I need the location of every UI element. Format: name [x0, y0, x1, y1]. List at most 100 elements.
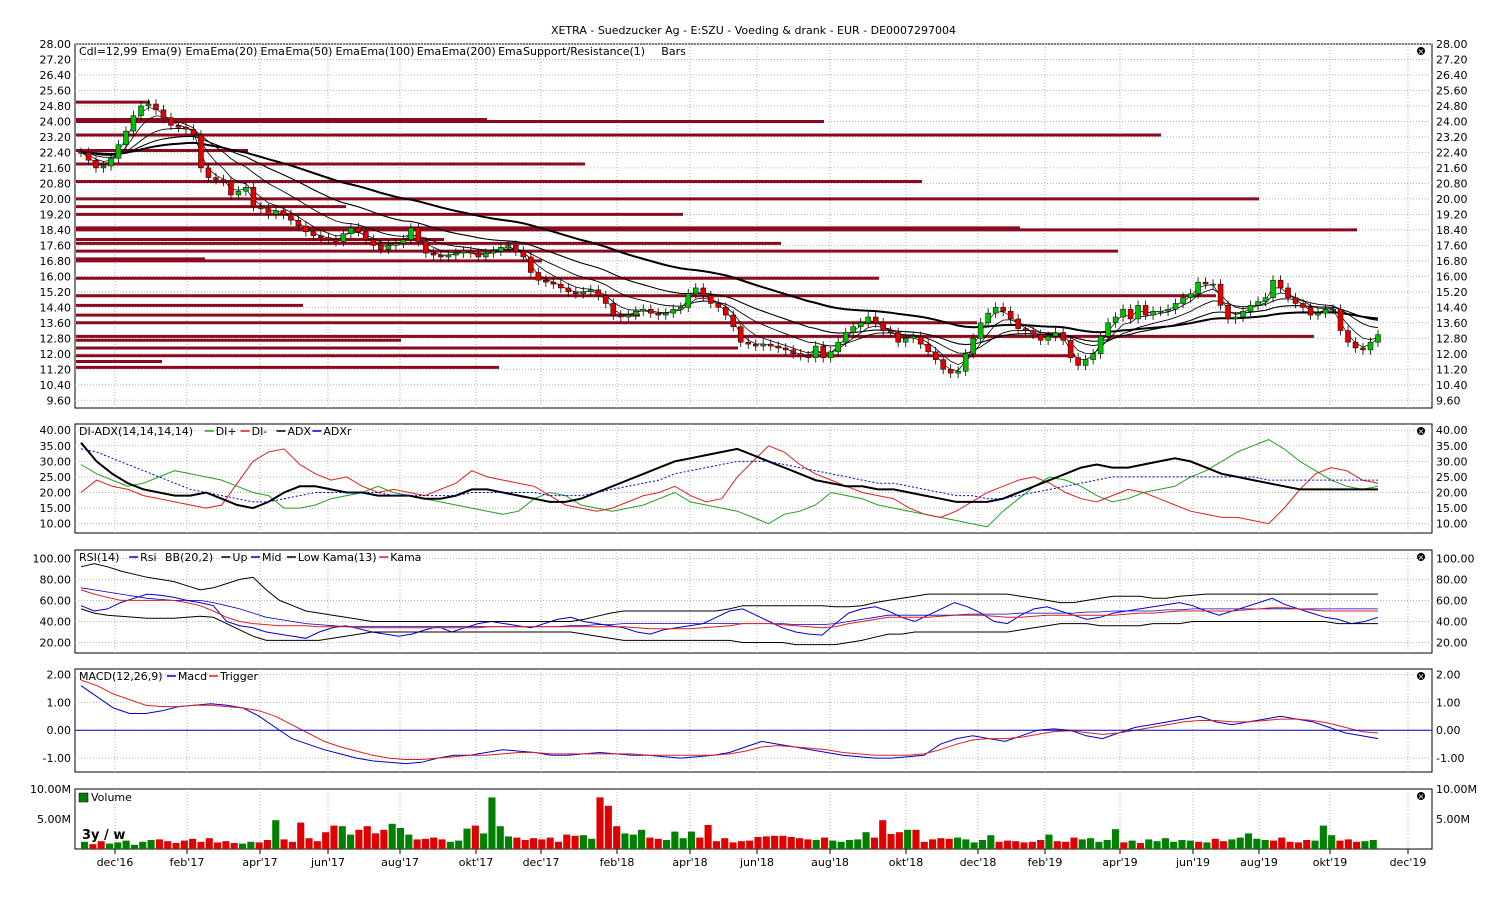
volume-bar: [388, 823, 396, 849]
candle: [752, 343, 759, 347]
series-di-: [80, 439, 1379, 528]
panel-frame: [74, 668, 1433, 773]
volume-bar: [1278, 837, 1286, 849]
panel-price: × 28.00 28.00 27.20 27.20 26.40 26.40 25.60 25.6…: [40, 38, 1468, 409]
candle: [842, 332, 849, 343]
y-tick-label-right: 100.00: [1436, 552, 1475, 565]
volume-bar: [712, 841, 720, 849]
volume-bar: [130, 844, 138, 849]
volume-bar: [405, 834, 413, 849]
y-tick-label-right: 14.40: [1436, 301, 1468, 314]
candle: [618, 314, 624, 318]
volume-bar: [1170, 841, 1178, 849]
volume-bar: [671, 831, 679, 849]
y-tick-label-right: 10.00M: [1436, 783, 1477, 796]
candle: [648, 309, 654, 314]
volume-bar: [338, 826, 346, 849]
candle: [1315, 312, 1321, 316]
volume-bar: [1145, 839, 1153, 849]
candle: [1217, 283, 1224, 306]
volume-bar: [139, 841, 147, 849]
close-glyph: ×: [1418, 672, 1425, 681]
candle: [1075, 357, 1081, 366]
x-tick-label: okt'17: [459, 856, 493, 869]
y-tick-label-left: 18.40: [40, 224, 72, 237]
volume-bar: [1161, 838, 1169, 849]
ema-line: [80, 128, 1379, 354]
candle: [355, 227, 362, 233]
y-tick-label-left: 11.20: [40, 363, 72, 376]
volume-bar: [970, 842, 978, 849]
y-tick-label-left: 40.00: [40, 615, 72, 628]
candle: [1172, 303, 1179, 310]
volume-bar: [222, 841, 230, 849]
x-tick-label: feb'18: [600, 856, 635, 869]
legend-item: Ema: [186, 45, 210, 58]
y-tick-label-right: 12.80: [1436, 332, 1468, 345]
candle: [1360, 347, 1366, 351]
legend-item: Cdl=12,99: [79, 45, 137, 58]
volume-bar: [613, 826, 621, 849]
candle: [1127, 309, 1134, 320]
volume-bar: [496, 826, 504, 849]
volume-bar: [122, 840, 130, 849]
legend-item: Volume: [91, 791, 132, 804]
candle: [663, 312, 669, 316]
volume-bar: [978, 840, 987, 849]
volume-bar: [1186, 840, 1194, 849]
volume-bar: [895, 832, 903, 849]
candle: [490, 250, 497, 254]
candle: [145, 103, 152, 107]
y-tick-label-left: 27.20: [40, 53, 72, 66]
volume-bar: [1303, 840, 1311, 849]
series-up: [80, 563, 1378, 622]
volume-bar: [164, 841, 172, 849]
volume-bar: [463, 828, 471, 849]
volume-bar: [579, 835, 587, 849]
y-tick-label-right: 27.20: [1436, 53, 1468, 66]
volume-bar: [1269, 840, 1278, 849]
volume-bar: [746, 840, 754, 849]
candle: [865, 316, 871, 324]
legend-item: Ema(100): [360, 45, 414, 58]
volume-bar: [1311, 840, 1319, 849]
candle: [693, 287, 699, 295]
volume-bar: [796, 838, 804, 849]
candle: [880, 322, 886, 331]
candle: [1345, 330, 1351, 343]
candle: [1082, 359, 1089, 366]
candle: [1022, 328, 1029, 331]
candle: [265, 208, 272, 215]
panel-rsi: × 100.00 100.00 80.00 80.00 60.00 60.00 40.00 40…: [33, 549, 1475, 654]
y-tick-label-left: 20.00: [40, 193, 72, 206]
volume-bar: [488, 797, 496, 849]
candle: [348, 227, 354, 234]
volume-bar: [629, 834, 637, 849]
x-tick-label: apr'19: [1102, 856, 1137, 869]
candle: [610, 303, 617, 316]
y-tick-label-right: 15.20: [1436, 286, 1468, 299]
y-tick-label-right: 28.00: [1436, 38, 1468, 51]
volume-bar: [238, 843, 247, 849]
y-tick-label-left: 26.40: [40, 69, 72, 82]
volume-bar: [1369, 840, 1377, 849]
candle: [1330, 309, 1336, 311]
candle: [160, 109, 167, 118]
legend-item: Rsi: [140, 551, 156, 564]
close-panel-icon: [1417, 792, 1425, 800]
volume-bar: [662, 840, 671, 849]
candle: [295, 219, 302, 227]
candle: [640, 309, 647, 312]
panel-volume: × 10.00M 10.00M 5.00M 5.00M Volume: [30, 783, 1477, 850]
candle: [183, 127, 189, 130]
volume-bar: [214, 842, 222, 849]
close-glyph: ×: [1418, 792, 1425, 801]
volume-bar: [513, 837, 521, 849]
legend-item: Kama(13): [323, 551, 377, 564]
candle: [1292, 297, 1299, 304]
volume-bar: [904, 829, 912, 849]
y-tick-label-right: 35.00: [1436, 440, 1468, 453]
legend-item: Bars: [661, 45, 686, 58]
candle: [625, 314, 632, 318]
